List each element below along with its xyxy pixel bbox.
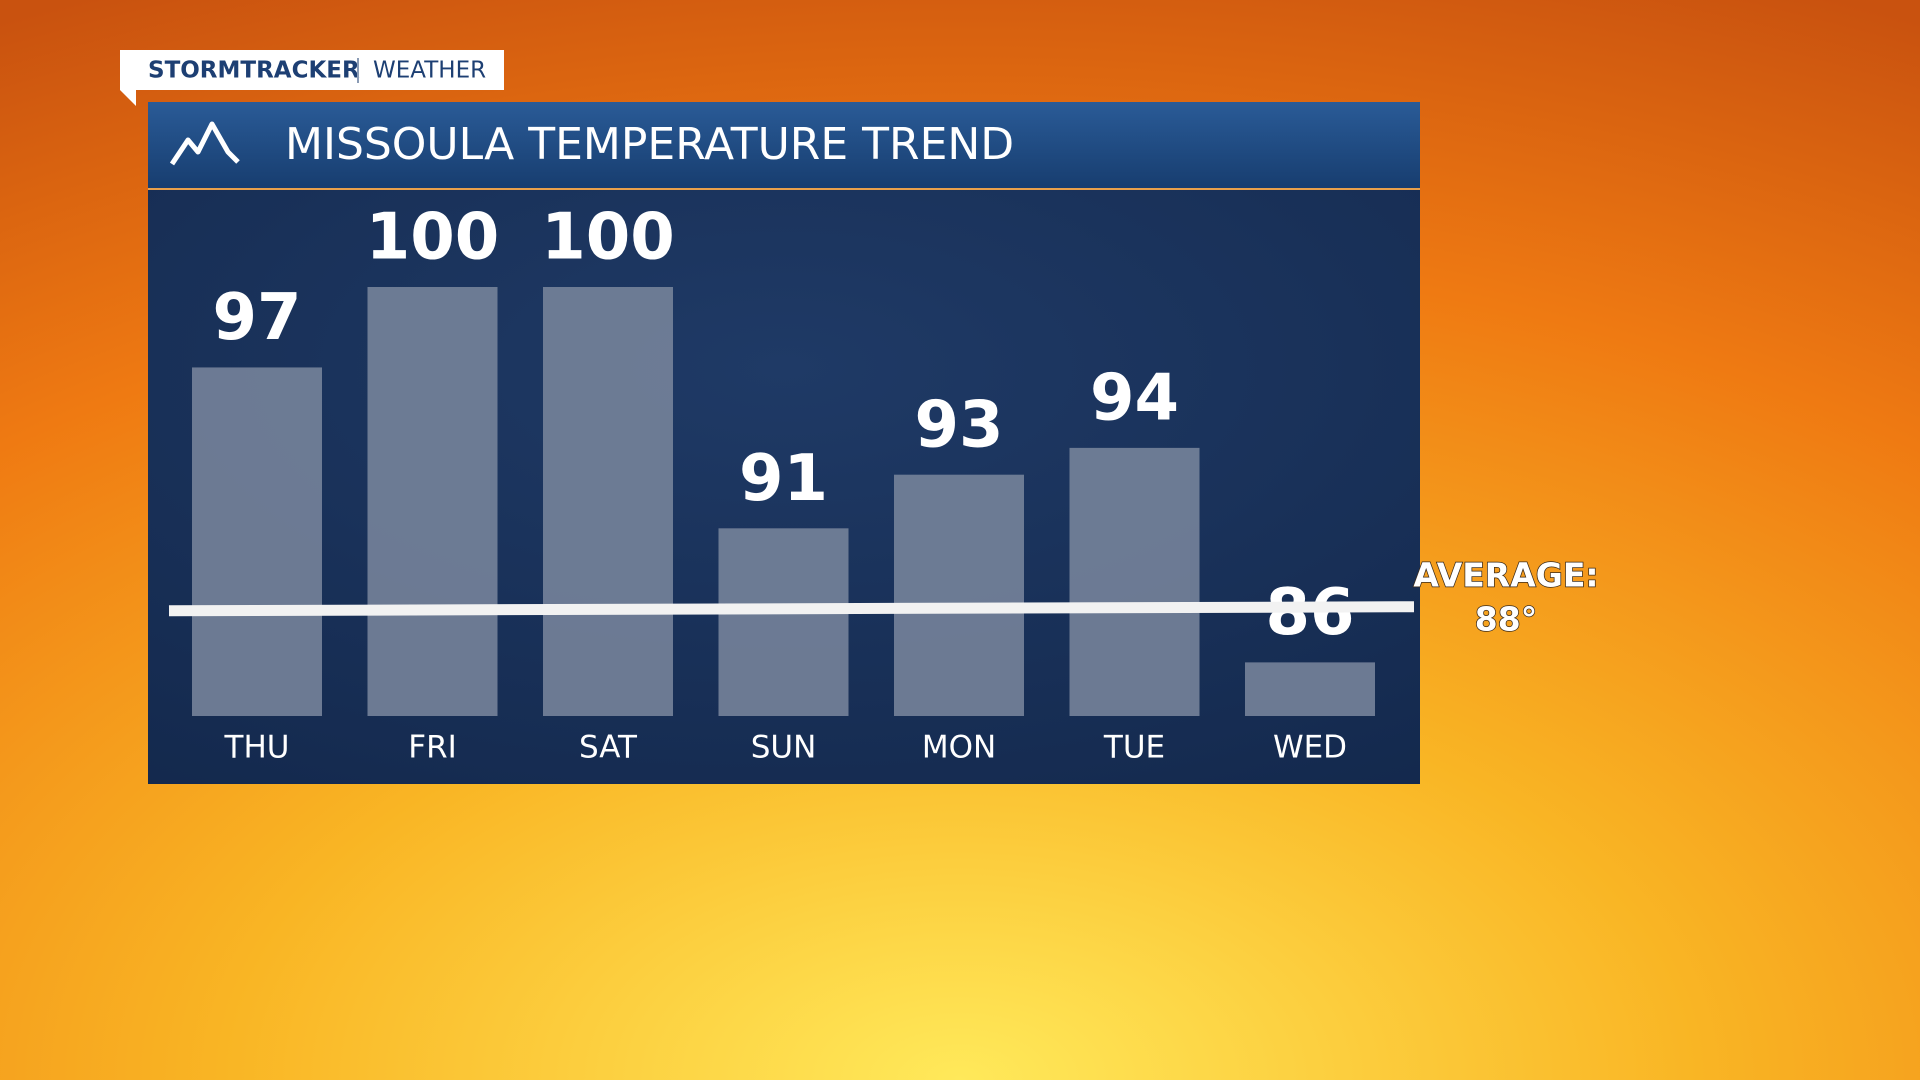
value-label: 91	[739, 442, 828, 516]
x-tick-label: TUE	[1103, 730, 1165, 766]
average-line	[168, 601, 1415, 617]
bar	[1245, 662, 1375, 716]
x-tick-label: MON	[922, 730, 996, 766]
x-tick-label: WED	[1273, 730, 1347, 766]
chart-title: MISSOULA TEMPERATURE TREND	[285, 119, 1014, 170]
value-label: 93	[914, 388, 1003, 462]
bar	[367, 287, 498, 716]
value-label: 86	[1265, 576, 1354, 650]
x-tick-label: THU	[224, 730, 290, 766]
average-value-label: 88°	[1475, 600, 1537, 639]
value-label: 97	[212, 281, 301, 355]
bar	[894, 474, 1024, 716]
average-label: AVERAGE:	[1413, 556, 1598, 595]
x-tick-label: SAT	[579, 730, 638, 766]
brand-box	[120, 50, 504, 106]
value-label: 100	[366, 201, 500, 275]
x-tick-label: FRI	[408, 730, 457, 766]
value-label: 94	[1090, 361, 1179, 435]
bar	[192, 367, 322, 716]
mountain-icon	[169, 121, 240, 166]
x-tick-label: SUN	[751, 730, 817, 766]
bar	[718, 528, 849, 716]
bar	[1069, 447, 1200, 716]
brand-name: STORMTRACKER	[148, 58, 360, 84]
value-label: 100	[541, 201, 675, 275]
brand-tag: STORMTRACKER WEATHER	[120, 50, 504, 106]
title-bar	[148, 102, 1420, 189]
bar	[543, 287, 673, 716]
brand-section: WEATHER	[373, 58, 486, 84]
